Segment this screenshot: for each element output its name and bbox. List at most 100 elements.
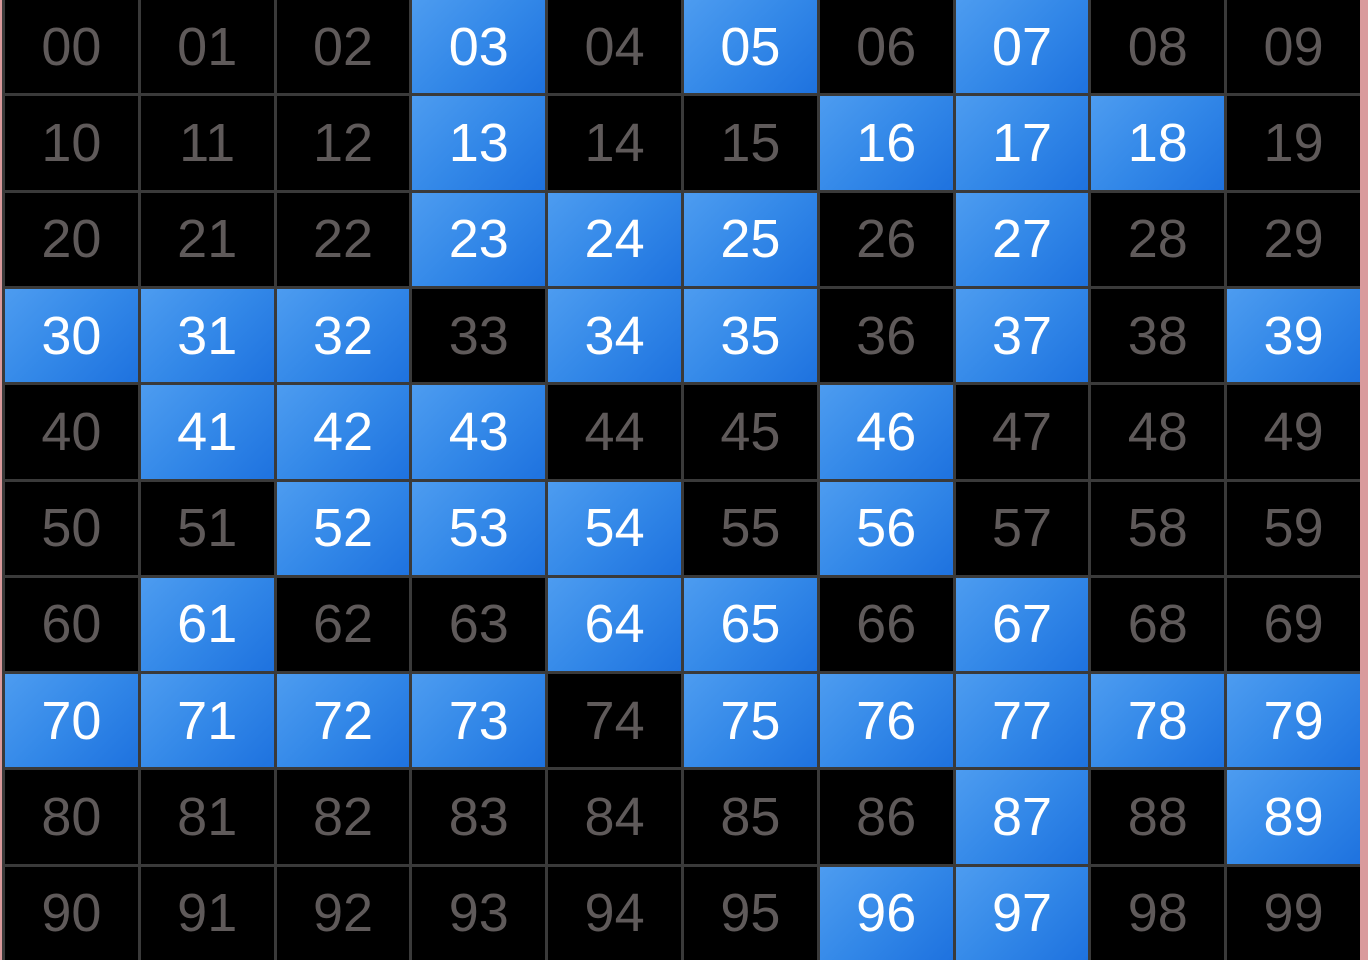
grid-cell-61-selected[interactable]: 61: [140, 577, 274, 672]
grid-cell-16-selected[interactable]: 16: [819, 96, 953, 190]
grid-cell-03-selected[interactable]: 03: [412, 0, 546, 94]
grid-cell-29[interactable]: 29: [1227, 192, 1360, 286]
grid-cell-81[interactable]: 81: [140, 770, 274, 864]
grid-cell-63[interactable]: 63: [412, 577, 546, 672]
grid-cell-49[interactable]: 49: [1227, 385, 1360, 479]
grid-cell-44[interactable]: 44: [548, 385, 681, 479]
grid-cell-69[interactable]: 69: [1227, 577, 1360, 672]
grid-cell-15[interactable]: 15: [684, 96, 817, 190]
grid-cell-85[interactable]: 85: [684, 770, 817, 864]
grid-cell-42-selected[interactable]: 42: [276, 385, 410, 479]
grid-cell-51[interactable]: 51: [140, 481, 274, 575]
grid-cell-54-selected[interactable]: 54: [548, 481, 681, 575]
grid-cell-73-selected[interactable]: 73: [412, 674, 546, 768]
grid-cell-26[interactable]: 26: [819, 192, 953, 286]
grid-cell-30-selected[interactable]: 30: [5, 288, 138, 383]
grid-cell-62[interactable]: 62: [276, 577, 410, 672]
grid-cell-46-selected[interactable]: 46: [819, 385, 953, 479]
grid-cell-57[interactable]: 57: [955, 481, 1089, 575]
grid-cell-40[interactable]: 40: [5, 385, 138, 479]
grid-cell-27-selected[interactable]: 27: [955, 192, 1089, 286]
grid-cell-08[interactable]: 08: [1091, 0, 1225, 94]
grid-cell-48[interactable]: 48: [1091, 385, 1225, 479]
grid-cell-25-selected[interactable]: 25: [684, 192, 817, 286]
grid-cell-22[interactable]: 22: [276, 192, 410, 286]
grid-cell-53-selected[interactable]: 53: [412, 481, 546, 575]
grid-cell-87-selected[interactable]: 87: [955, 770, 1089, 864]
grid-cell-58[interactable]: 58: [1091, 481, 1225, 575]
grid-cell-79-selected[interactable]: 79: [1227, 674, 1360, 768]
grid-cell-76-selected[interactable]: 76: [819, 674, 953, 768]
grid-cell-19[interactable]: 19: [1227, 96, 1360, 190]
grid-cell-75-selected[interactable]: 75: [684, 674, 817, 768]
grid-cell-20[interactable]: 20: [5, 192, 138, 286]
grid-cell-50[interactable]: 50: [5, 481, 138, 575]
grid-cell-84[interactable]: 84: [548, 770, 681, 864]
grid-cell-60[interactable]: 60: [5, 577, 138, 672]
grid-cell-89-selected[interactable]: 89: [1227, 770, 1360, 864]
grid-cell-00[interactable]: 00: [5, 0, 138, 94]
grid-cell-86[interactable]: 86: [819, 770, 953, 864]
grid-cell-88[interactable]: 88: [1091, 770, 1225, 864]
grid-cell-05-selected[interactable]: 05: [684, 0, 817, 94]
grid-cell-47[interactable]: 47: [955, 385, 1089, 479]
grid-cell-65-selected[interactable]: 65: [684, 577, 817, 672]
grid-cell-31-selected[interactable]: 31: [140, 288, 274, 383]
grid-cell-98[interactable]: 98: [1091, 866, 1225, 960]
grid-cell-35-selected[interactable]: 35: [684, 288, 817, 383]
grid-cell-67-selected[interactable]: 67: [955, 577, 1089, 672]
grid-cell-70-selected[interactable]: 70: [5, 674, 138, 768]
grid-cell-01[interactable]: 01: [140, 0, 274, 94]
grid-cell-96-selected[interactable]: 96: [819, 866, 953, 960]
grid-cell-36[interactable]: 36: [819, 288, 953, 383]
grid-cell-37-selected[interactable]: 37: [955, 288, 1089, 383]
grid-cell-13-selected[interactable]: 13: [412, 96, 546, 190]
grid-cell-91[interactable]: 91: [140, 866, 274, 960]
grid-cell-10[interactable]: 10: [5, 96, 138, 190]
grid-cell-28[interactable]: 28: [1091, 192, 1225, 286]
grid-cell-32-selected[interactable]: 32: [276, 288, 410, 383]
grid-cell-06[interactable]: 06: [819, 0, 953, 94]
grid-cell-93[interactable]: 93: [412, 866, 546, 960]
grid-cell-23-selected[interactable]: 23: [412, 192, 546, 286]
grid-cell-99[interactable]: 99: [1227, 866, 1360, 960]
grid-cell-18-selected[interactable]: 18: [1091, 96, 1225, 190]
grid-cell-97-selected[interactable]: 97: [955, 866, 1089, 960]
grid-cell-11[interactable]: 11: [140, 96, 274, 190]
grid-cell-04[interactable]: 04: [548, 0, 681, 94]
grid-cell-64-selected[interactable]: 64: [548, 577, 681, 672]
grid-cell-24-selected[interactable]: 24: [548, 192, 681, 286]
grid-cell-09[interactable]: 09: [1227, 0, 1360, 94]
grid-cell-71-selected[interactable]: 71: [140, 674, 274, 768]
grid-cell-74[interactable]: 74: [548, 674, 681, 768]
grid-cell-90[interactable]: 90: [5, 866, 138, 960]
grid-cell-21[interactable]: 21: [140, 192, 274, 286]
grid-cell-72-selected[interactable]: 72: [276, 674, 410, 768]
grid-cell-02[interactable]: 02: [276, 0, 410, 94]
grid-cell-66[interactable]: 66: [819, 577, 953, 672]
grid-cell-82[interactable]: 82: [276, 770, 410, 864]
grid-cell-07-selected[interactable]: 07: [955, 0, 1089, 94]
grid-cell-14[interactable]: 14: [548, 96, 681, 190]
grid-cell-83[interactable]: 83: [412, 770, 546, 864]
grid-cell-55[interactable]: 55: [684, 481, 817, 575]
grid-cell-17-selected[interactable]: 17: [955, 96, 1089, 190]
grid-cell-59[interactable]: 59: [1227, 481, 1360, 575]
grid-cell-94[interactable]: 94: [548, 866, 681, 960]
grid-cell-39-selected[interactable]: 39: [1227, 288, 1360, 383]
grid-cell-34-selected[interactable]: 34: [548, 288, 681, 383]
grid-cell-45[interactable]: 45: [684, 385, 817, 479]
grid-cell-78-selected[interactable]: 78: [1091, 674, 1225, 768]
grid-cell-12[interactable]: 12: [276, 96, 410, 190]
grid-cell-77-selected[interactable]: 77: [955, 674, 1089, 768]
grid-cell-56-selected[interactable]: 56: [819, 481, 953, 575]
grid-cell-80[interactable]: 80: [5, 770, 138, 864]
grid-cell-95[interactable]: 95: [684, 866, 817, 960]
grid-cell-68[interactable]: 68: [1091, 577, 1225, 672]
grid-cell-92[interactable]: 92: [276, 866, 410, 960]
grid-cell-38[interactable]: 38: [1091, 288, 1225, 383]
grid-cell-33[interactable]: 33: [412, 288, 546, 383]
grid-cell-43-selected[interactable]: 43: [412, 385, 546, 479]
grid-cell-52-selected[interactable]: 52: [276, 481, 410, 575]
grid-cell-41-selected[interactable]: 41: [140, 385, 274, 479]
